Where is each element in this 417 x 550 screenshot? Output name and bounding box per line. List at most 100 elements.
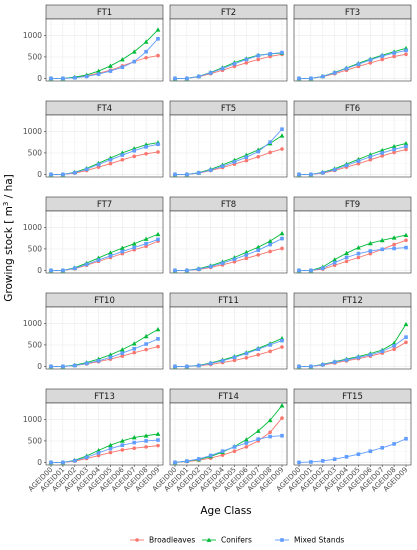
y-tick-label: 1000 (23, 319, 42, 328)
data-point (96, 451, 101, 455)
data-point (268, 150, 272, 155)
data-point (132, 59, 137, 64)
data-point (320, 362, 325, 367)
panel-ft4: FT4 0 500 1000 (23, 100, 164, 179)
data-point (61, 172, 65, 177)
data-point (356, 62, 361, 67)
series-line (299, 234, 407, 271)
data-point (256, 53, 261, 58)
data-point (392, 51, 396, 55)
data-point (84, 361, 89, 366)
data-point (256, 57, 261, 62)
panel-title: FT3 (345, 8, 360, 18)
series-mixed-stands (49, 438, 160, 465)
data-point (61, 268, 65, 273)
series-line (51, 38, 159, 79)
data-point (208, 264, 213, 269)
panel-title: FT4 (97, 104, 112, 114)
data-point (120, 65, 125, 70)
panel-ft9: FT9 (293, 196, 412, 274)
panel-title: FT9 (345, 200, 360, 210)
data-point (392, 54, 396, 59)
data-point (232, 358, 237, 363)
data-point (155, 431, 161, 436)
data-point (220, 164, 225, 169)
data-point (244, 351, 249, 356)
data-point (344, 255, 349, 260)
data-point (156, 344, 160, 349)
panel-ft14: FT14AGEID00AGEID01AGEID02AGEID03AGEID04A… (151, 388, 288, 493)
legend-marker (280, 538, 284, 542)
data-point (392, 347, 396, 351)
y-tick-label: 500 (28, 148, 43, 157)
data-point (368, 249, 373, 253)
data-point (144, 49, 148, 54)
panel-title: FT1 (97, 8, 112, 18)
data-point (72, 266, 77, 271)
y-axis-title: Growing stock [ m3 / ha] (2, 174, 15, 302)
data-point (279, 403, 285, 408)
panel-title: FT5 (221, 104, 236, 114)
legend-label: Conifers (221, 536, 252, 545)
data-point (120, 443, 125, 447)
panel-title: FT11 (218, 296, 239, 306)
data-point (119, 57, 125, 62)
data-point (392, 343, 396, 348)
series-line (174, 417, 283, 463)
series-mixed-stands (297, 335, 408, 369)
data-point (232, 160, 237, 164)
data-point (279, 133, 285, 138)
data-point (84, 167, 89, 172)
data-point (380, 349, 385, 354)
legend-label: Broadleaves (149, 536, 195, 545)
data-point (185, 172, 189, 177)
data-point (61, 364, 65, 369)
series-line (299, 336, 407, 367)
data-point (185, 268, 189, 273)
data-point (185, 76, 189, 81)
y-tick-label: 1000 (23, 31, 42, 40)
panel-frame (45, 306, 164, 370)
data-point (404, 335, 408, 339)
data-point (96, 72, 101, 76)
data-point (404, 238, 408, 243)
series-mixed-stands (297, 436, 408, 465)
data-point (404, 48, 408, 53)
data-point (392, 150, 396, 155)
panel-ft2: FT2 (169, 4, 288, 82)
panel-ft8: FT8 (169, 196, 288, 274)
series-line (51, 439, 159, 463)
panel-ft7: FT7 0 500 1000 (23, 196, 164, 275)
data-point (173, 364, 177, 369)
series-mixed-stands (173, 433, 284, 465)
data-point (232, 355, 237, 360)
data-point (356, 355, 361, 360)
data-point (196, 171, 201, 175)
data-point (49, 268, 53, 273)
panel-ft1: FT1 0 500 1000 (23, 4, 164, 83)
data-point (344, 66, 349, 71)
panel-frame (45, 402, 164, 466)
data-point (49, 364, 53, 369)
data-point (61, 460, 65, 465)
y-axis-title-main: Growing stock [ m (3, 206, 15, 302)
data-point (108, 161, 113, 166)
series-mixed-stands (297, 144, 408, 177)
series-mixed-stands (49, 337, 160, 369)
panel-ft5: FT5 (169, 100, 288, 178)
data-point (132, 148, 137, 153)
data-point (268, 343, 272, 347)
data-point (320, 266, 325, 271)
panel-frame (293, 114, 412, 178)
data-point (108, 157, 113, 162)
data-point (344, 163, 349, 168)
panel-frame (169, 306, 288, 370)
data-point (380, 57, 385, 62)
data-point (120, 448, 125, 452)
data-point (309, 172, 313, 177)
legend-label: Mixed Stands (294, 536, 344, 545)
data-point (268, 242, 272, 247)
panel-ft10: FT10 0 500 1000 (23, 292, 164, 371)
data-point (356, 159, 361, 163)
y-tick-label: 500 (28, 340, 43, 349)
